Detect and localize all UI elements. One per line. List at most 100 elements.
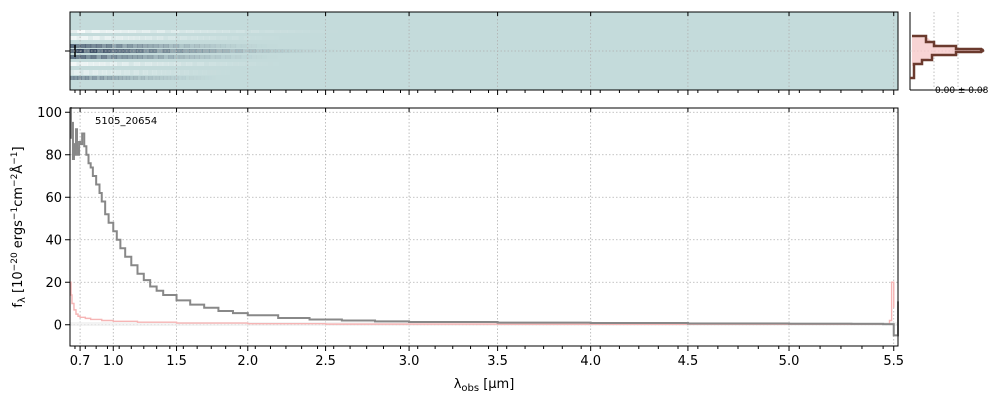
trace-segment	[220, 70, 225, 75]
trace-segment	[121, 55, 128, 59]
trace-segment	[118, 76, 123, 80]
trace-segment	[174, 70, 180, 75]
x-axis-title-sub: obs	[461, 383, 479, 394]
trace-segment	[170, 76, 175, 80]
trace-segment	[81, 62, 88, 66]
spectrum-1d-panel: 0.7 1.0 1.5 2.0 2.5 3.0 3.5 4.0 4.5 5.0 5.5 0 20 40 6…	[10, 106, 904, 394]
trace-segment	[235, 55, 242, 59]
trace-segment	[162, 62, 170, 66]
trace-segment	[127, 62, 135, 66]
trace-segment	[126, 55, 133, 59]
trace-segment	[301, 30, 310, 33]
trace-segment	[162, 36, 170, 40]
y-label-ergs: ergs	[11, 220, 26, 252]
trace-segment	[174, 76, 179, 80]
trace-segment	[179, 70, 185, 75]
trace-segment	[255, 62, 262, 66]
trace-segment	[246, 55, 252, 59]
spectrum-1d-series	[69, 107, 899, 337]
trace-segment	[185, 62, 193, 66]
trace-segment	[163, 76, 168, 80]
y-tick-label-5: 100	[37, 106, 62, 121]
trace-segment	[200, 76, 204, 80]
trace-segment	[85, 44, 92, 48]
trace-segment	[132, 44, 138, 48]
trace-segment	[251, 55, 257, 59]
trace-segment	[92, 70, 98, 75]
trace-segment	[206, 70, 212, 75]
trace-segment	[157, 55, 164, 59]
trace-segment	[81, 36, 88, 40]
trace-segment	[93, 62, 100, 66]
trace-segment	[87, 62, 94, 66]
trace-segment	[209, 44, 216, 48]
trace-segment	[93, 36, 100, 40]
trace-segment	[133, 76, 138, 80]
profile-model-fill	[912, 36, 982, 66]
trace-segment	[183, 44, 190, 48]
y-label-close: ]	[11, 146, 26, 151]
trace-segment	[116, 44, 123, 48]
trace-segment	[267, 55, 273, 59]
trace-segment	[75, 62, 83, 66]
spatial-profile-panel: 0.00 ± 0.08	[909, 12, 989, 96]
y-label-f: f	[11, 303, 26, 308]
trace-segment	[84, 30, 93, 33]
trace-segment	[232, 36, 239, 40]
trace-segment	[98, 36, 106, 40]
trace-segment	[70, 76, 75, 80]
trace-segment	[149, 49, 157, 53]
trace-segment	[111, 44, 118, 48]
x-tick-label-9: 5.0	[779, 354, 800, 369]
trace-segment	[171, 30, 180, 33]
trace-segment	[209, 55, 216, 59]
trace-segment	[197, 76, 201, 80]
trace-segment	[345, 30, 353, 33]
trace-segment	[238, 36, 245, 40]
trace-segment	[84, 76, 90, 80]
trace-segment	[120, 70, 126, 75]
trace-segment	[74, 70, 80, 75]
trace-segment	[316, 30, 325, 33]
trace-segment	[95, 44, 102, 48]
trace-segment	[222, 30, 230, 33]
trace-segment	[232, 62, 239, 66]
trace-segment	[138, 70, 144, 75]
trace-segment	[183, 55, 190, 59]
trace-segment	[90, 55, 97, 59]
trace-segment	[114, 76, 119, 80]
trace-segment	[207, 30, 216, 33]
series-line-0	[69, 107, 899, 337]
trace-segment	[96, 76, 101, 80]
trace-segment	[230, 55, 237, 59]
trace-segment	[103, 49, 111, 53]
trace-segment	[142, 70, 148, 75]
x-tick-label-1: 1.0	[103, 354, 124, 369]
trace-segment	[284, 36, 290, 40]
trace-segment	[70, 30, 78, 33]
y-label-exp4: −1	[10, 151, 20, 164]
spectrum-1d-frame	[69, 107, 899, 347]
trace-segment	[116, 36, 123, 40]
spectrum-2d-panel	[65, 11, 899, 95]
trace-segment	[243, 30, 252, 33]
trace-segment	[189, 55, 195, 59]
trace-segment	[73, 76, 78, 80]
y-label-exp2: −1	[10, 207, 20, 220]
trace-segment	[155, 76, 160, 80]
trace-segment	[80, 55, 87, 59]
trace-segment	[188, 70, 194, 75]
trace-segment	[111, 55, 118, 59]
trace-segment	[90, 44, 97, 48]
trace-segment	[246, 44, 252, 48]
trace-segment	[181, 76, 187, 80]
trace-segment	[103, 76, 108, 80]
trace-segment	[106, 70, 112, 75]
trace-segment	[70, 70, 76, 75]
trace-segment	[124, 70, 130, 75]
x-axis-title-units: [μm]	[479, 377, 514, 392]
y-axis-title: fλ [10−20 ergs−1cm−2Å−1]	[10, 146, 28, 307]
y-tick-label-0: 0	[54, 318, 62, 333]
trace-segment	[281, 49, 290, 53]
